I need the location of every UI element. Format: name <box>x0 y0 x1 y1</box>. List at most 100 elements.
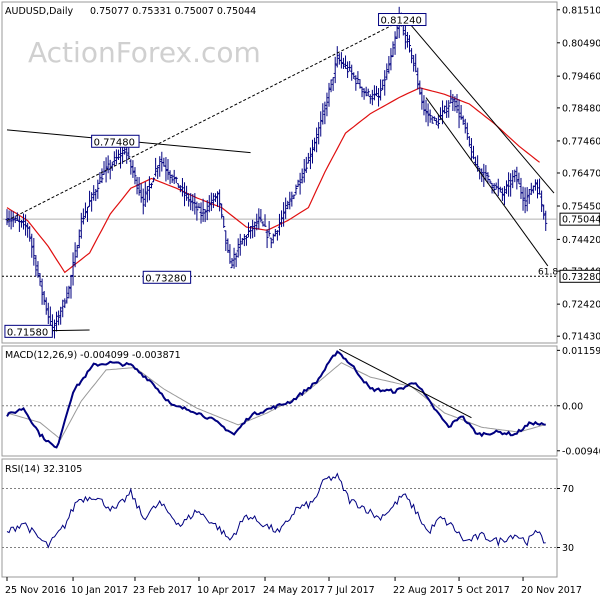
ohlc-bar <box>269 237 273 249</box>
ohlc-bar <box>24 214 28 236</box>
ohlc-bar <box>509 173 513 197</box>
ohlc-bar <box>152 177 156 183</box>
ohlc-bar <box>110 161 114 171</box>
ohlc-bar <box>205 200 209 221</box>
ohlc-bar <box>13 215 17 224</box>
ohlc-bar <box>224 230 228 251</box>
ohlc-bar <box>364 86 368 97</box>
ohlc-bar <box>271 233 275 244</box>
ohlc-bar <box>298 172 302 195</box>
ohlc-bar <box>453 96 457 112</box>
ohlc-bar <box>319 111 323 137</box>
ohlc-bar <box>22 213 26 230</box>
ohlc-bar <box>362 88 366 100</box>
rsi-title: RSI(14) 32.3105 <box>5 464 82 475</box>
ohlc-bar <box>432 116 436 121</box>
ohlc-bar <box>34 255 38 277</box>
ohlc-bar <box>352 72 356 80</box>
ohlc-bar <box>315 127 319 153</box>
ohlc-bar <box>90 192 94 212</box>
ohlc-bar <box>32 237 36 266</box>
ohlc-bar <box>430 115 434 124</box>
ohlc-bar <box>174 176 178 184</box>
macd-tick-label: 0.00 <box>562 401 583 412</box>
ohlc-bar <box>275 230 279 241</box>
ohlc-bar <box>236 238 240 258</box>
ohlc-bar <box>137 177 141 196</box>
ohlc-bar <box>308 147 312 170</box>
time-tick-label: 7 Jul 2017 <box>327 585 375 596</box>
ohlc-bar <box>286 200 290 210</box>
ohlc-bar <box>147 176 151 201</box>
ohlc-bar <box>145 185 149 203</box>
macd-axis: 0.01159 0.00 -0.009408 <box>557 346 600 457</box>
ohlc-bar <box>55 311 59 332</box>
macd-lines <box>6 348 546 449</box>
ohlc-bar <box>385 63 389 80</box>
ohlc-bar <box>451 94 455 112</box>
ohlc-bar <box>344 55 348 69</box>
ohlc-bar <box>38 273 42 286</box>
ohlc-bar <box>366 88 370 97</box>
ohlc-bar <box>333 56 337 84</box>
time-tick-label: 25 Nov 2016 <box>5 585 66 596</box>
price-tick-label: 0.80490 <box>562 38 600 49</box>
ohlc-bar <box>525 187 529 212</box>
ohlc-bar <box>218 189 222 212</box>
ohlc-bar <box>348 61 352 72</box>
ohlc-bar <box>294 184 298 195</box>
ohlc-bar <box>290 191 294 207</box>
macd-tick-label: 0.01159 <box>562 346 600 357</box>
ohlc-bar <box>443 105 447 114</box>
ohlc-bar <box>354 75 358 91</box>
ohlc-bar <box>263 214 267 227</box>
ohlc-bar <box>502 186 506 206</box>
ohlc-bar <box>187 193 191 207</box>
time-tick-label: 23 Feb 2017 <box>133 585 192 596</box>
rsi-tick-label: 30 <box>562 543 574 554</box>
ohlc-bar <box>201 198 205 222</box>
ohlc-bar <box>321 103 325 125</box>
ohlc-bar <box>116 149 120 160</box>
label-high-text: 0.81240 <box>381 16 422 27</box>
trend-line-channel-lower <box>425 97 549 267</box>
ohlc-bar <box>253 221 257 237</box>
ohlc-bar <box>81 208 85 225</box>
label-mid-high-box <box>91 134 140 148</box>
label-low-box <box>4 324 53 338</box>
ohlc-bar <box>356 71 360 84</box>
macd-line <box>6 350 546 449</box>
ohlc-bar <box>529 182 533 196</box>
price-tick-label: 0.79460 <box>562 72 600 83</box>
ohlc-bar <box>505 180 509 194</box>
ohlc-bar <box>222 216 226 228</box>
ohlc-bar <box>484 165 488 182</box>
ohlc-bar <box>377 88 381 107</box>
price-tag-text: 0.75044 <box>562 215 600 226</box>
ohlc-bar <box>158 156 162 177</box>
ohlc-bar <box>383 70 387 96</box>
ohlc-bar <box>408 35 412 53</box>
ohlc-bar <box>515 166 519 190</box>
watermark: ActionForex.com <box>28 36 261 69</box>
rsi-panel-frame <box>1 458 558 578</box>
ohlc-bar <box>143 181 147 207</box>
rsi-tick-label: 70 <box>562 484 574 495</box>
ohlc-bar <box>535 179 539 199</box>
ohlc-bar <box>86 206 90 222</box>
ohlc-bar <box>65 286 69 304</box>
ohlc-bar <box>211 193 215 209</box>
ohlc-bar <box>135 176 139 195</box>
ohlc-bar <box>265 229 269 249</box>
ohlc-bar <box>428 109 432 123</box>
price-tick-label: 0.72420 <box>562 300 600 311</box>
ohlc-values: 0.75077 0.75331 0.75007 0.75044 <box>90 6 256 17</box>
ohlc-bar <box>183 182 187 207</box>
ohlc-bar <box>249 226 253 239</box>
price-tick-label: 0.71430 <box>562 332 600 343</box>
ohlc-bar <box>100 168 104 184</box>
price-annotations: 0.81240 0.77480 0.73280 0.71580 61.8 <box>4 13 558 338</box>
ohlc-bar <box>112 151 116 166</box>
ohlc-bar <box>533 179 537 191</box>
time-tick-label: 10 Apr 2017 <box>197 585 256 596</box>
